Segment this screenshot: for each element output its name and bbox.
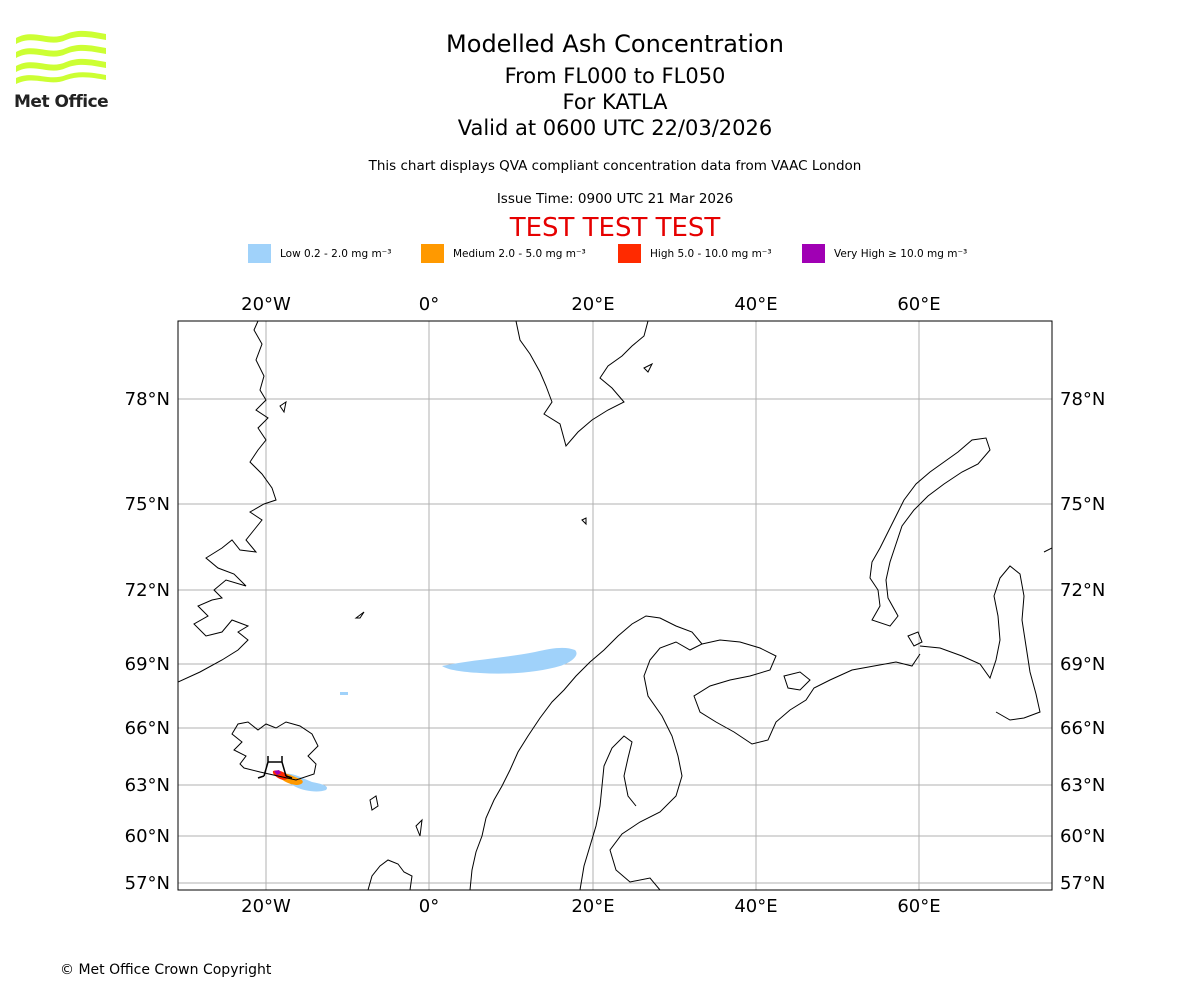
legend-item-medium: Medium 2.0 - 5.0 mg m⁻³ — [421, 244, 586, 263]
lon-label-bottom-20w: 20°W — [241, 896, 291, 917]
lon-label-top-20w: 20°W — [241, 294, 291, 315]
met-office-wave-logo-icon — [16, 30, 106, 84]
test-banner: TEST TEST TEST — [509, 213, 721, 243]
lon-label-bottom-40e: 40°E — [734, 896, 777, 917]
latitude-labels-right: 78°N 75°N 72°N 69°N 66°N 63°N 60°N 57°N — [1060, 389, 1105, 894]
lat-label-right-69n: 69°N — [1060, 654, 1105, 675]
chart-title: Modelled Ash Concentration — [446, 30, 784, 58]
ash-area-low-small — [340, 692, 348, 695]
lon-label-top-40e: 40°E — [734, 294, 777, 315]
volcano-name: For KATLA — [562, 90, 668, 114]
coastline-bear-island — [581, 517, 587, 526]
lon-label-bottom-20e: 20°E — [571, 896, 614, 917]
legend-item-very-high: Very High ≥ 10.0 mg m⁻³ — [802, 244, 967, 263]
coastline-faroes — [369, 795, 379, 811]
legend-item-low: Low 0.2 - 2.0 mg m⁻³ — [248, 244, 391, 263]
coastline-greenland-island — [279, 400, 287, 414]
logo-text: Met Office — [14, 92, 109, 112]
legend-item-high: High 5.0 - 10.0 mg m⁻³ — [618, 244, 772, 263]
longitude-labels-top: 20°W 0° 20°E 40°E 60°E — [241, 294, 940, 315]
lat-label-right-57n: 57°N — [1060, 873, 1105, 894]
lat-label-left-69n: 69°N — [125, 654, 170, 675]
coastline-scandinavia — [469, 615, 703, 890]
lat-label-left-72n: 72°N — [125, 580, 170, 601]
legend-swatch-very-high — [802, 244, 825, 263]
map-frame — [177, 320, 1053, 891]
legend-label-low: Low 0.2 - 2.0 mg m⁻³ — [280, 247, 392, 260]
lon-label-top-20e: 20°E — [571, 294, 614, 315]
coastline-iceland — [231, 721, 319, 781]
lat-label-right-78n: 78°N — [1060, 389, 1105, 410]
coastline-kola — [693, 639, 921, 745]
lat-label-right-75n: 75°N — [1060, 494, 1105, 515]
lon-label-top-0: 0° — [419, 294, 439, 315]
coastline-yamal — [919, 565, 1041, 721]
longitude-labels-bottom: 20°W 0° 20°E 40°E 60°E — [241, 896, 940, 917]
coastline-svalbard-island — [643, 362, 654, 373]
ash-area-low-norwegian-sea — [442, 647, 577, 674]
lat-label-left-60n: 60°N — [125, 826, 170, 847]
lat-label-left-75n: 75°N — [125, 494, 170, 515]
coastline-east — [1043, 547, 1052, 553]
copyright-notice: © Met Office Crown Copyright — [60, 962, 272, 978]
coastline-vaygach — [907, 631, 923, 647]
lat-label-right-60n: 60°N — [1060, 826, 1105, 847]
coastline-jan-mayen — [354, 611, 365, 619]
coastline-novaya-zemlya — [869, 437, 991, 627]
coastline-svalbard — [515, 321, 649, 448]
legend-swatch-low — [248, 244, 271, 263]
lat-label-left-57n: 57°N — [125, 873, 170, 894]
coastline-kanin — [783, 671, 811, 691]
legend-swatch-medium — [421, 244, 444, 263]
lat-label-left-63n: 63°N — [125, 775, 170, 796]
lon-label-bottom-60e: 60°E — [897, 896, 940, 917]
coastline-scotland — [367, 859, 413, 890]
graticule — [178, 321, 1052, 890]
lat-label-right-63n: 63°N — [1060, 775, 1105, 796]
issue-time: Issue Time: 0900 UTC 21 Mar 2026 — [496, 191, 734, 207]
lat-label-right-72n: 72°N — [1060, 580, 1105, 601]
met-office-logo: Met Office — [14, 28, 109, 112]
lon-label-top-60e: 60°E — [897, 294, 940, 315]
map-area — [178, 321, 1052, 890]
legend-label-high: High 5.0 - 10.0 mg m⁻³ — [650, 247, 772, 260]
valid-time: Valid at 0600 UTC 22/03/2026 — [457, 116, 773, 140]
coastline-gulf-of-bothnia — [579, 735, 637, 890]
latitude-labels-left: 78°N 75°N 72°N 69°N 66°N 63°N 60°N 57°N — [125, 389, 170, 894]
legend-label-medium: Medium 2.0 - 5.0 mg m⁻³ — [453, 247, 586, 260]
legend-label-very-high: Very High ≥ 10.0 mg m⁻³ — [834, 247, 968, 260]
coastline-shetland — [415, 818, 423, 837]
legend-swatch-high — [618, 244, 641, 263]
ash-plume — [272, 647, 577, 792]
lat-label-left-78n: 78°N — [125, 389, 170, 410]
lat-label-right-66n: 66°N — [1060, 718, 1105, 739]
lat-label-left-66n: 66°N — [125, 718, 170, 739]
volcano-marker-icon — [257, 756, 293, 779]
ash-area-very-high — [274, 770, 281, 775]
coastlines — [178, 321, 1052, 890]
lon-label-bottom-0: 0° — [419, 896, 439, 917]
chart-description: This chart displays QVA compliant concen… — [368, 158, 862, 174]
flight-level-range: From FL000 to FL050 — [504, 64, 726, 88]
coastline-greenland — [178, 321, 277, 683]
